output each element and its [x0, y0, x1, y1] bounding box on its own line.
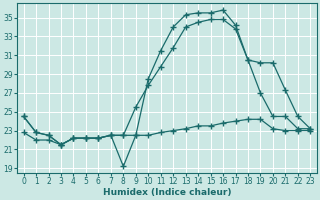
X-axis label: Humidex (Indice chaleur): Humidex (Indice chaleur)	[103, 188, 231, 197]
